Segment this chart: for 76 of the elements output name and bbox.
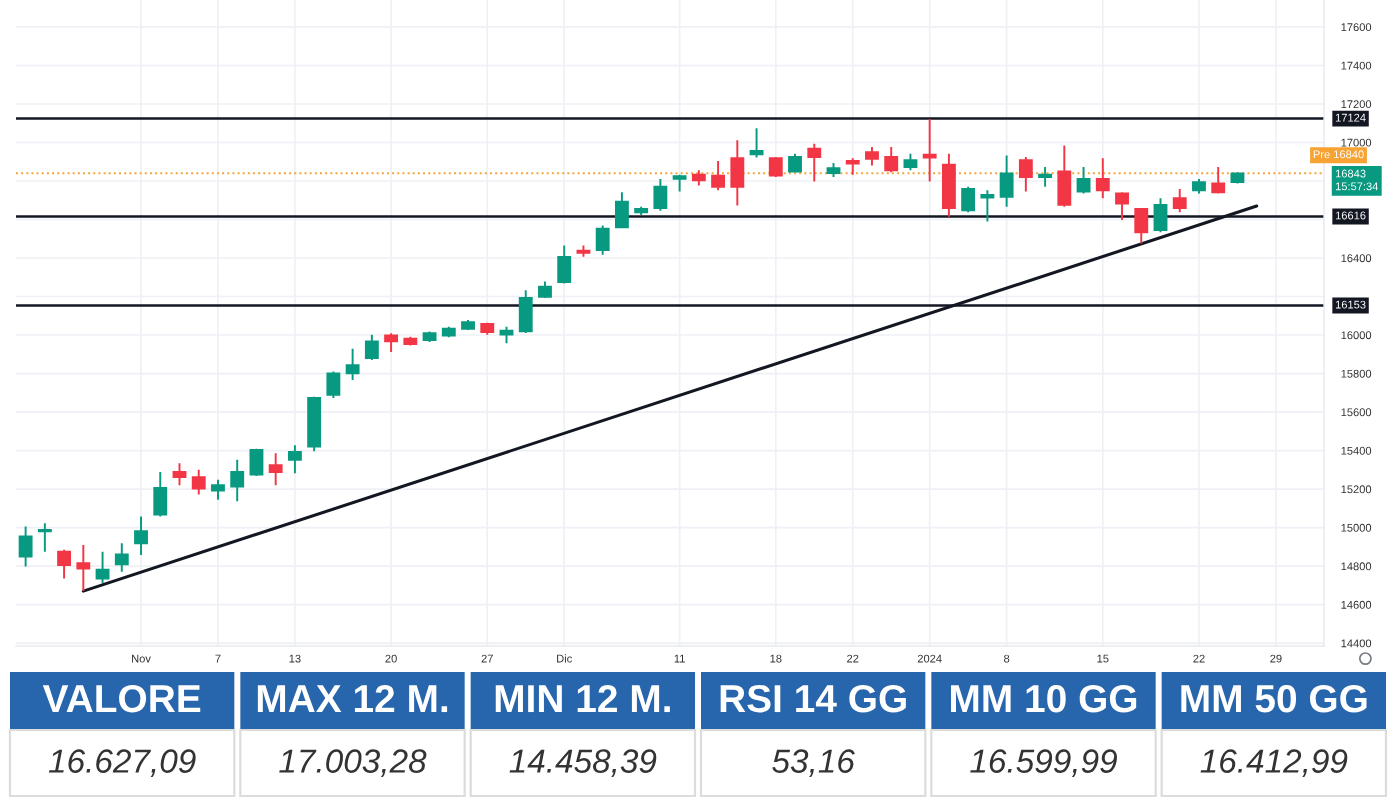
candlestick	[364, 333, 379, 362]
text: 53,16	[772, 749, 855, 777]
candlestick	[326, 370, 341, 399]
candlestick	[999, 154, 1014, 208]
candlestick	[691, 169, 706, 187]
candlestick	[230, 458, 245, 503]
candlestick	[518, 289, 533, 335]
candlestick	[76, 544, 91, 593]
candlestick	[1153, 197, 1168, 234]
candlestick	[422, 330, 437, 343]
candlestick	[557, 244, 572, 285]
candlestick	[57, 548, 72, 580]
candlestick	[95, 550, 110, 585]
text: 16.412,99	[1200, 749, 1348, 777]
candlestick	[922, 118, 937, 183]
candlestick	[749, 127, 764, 159]
candlestick	[941, 152, 956, 218]
candlestick	[595, 224, 610, 256]
category-label: MM 10 GG	[951, 684, 1137, 713]
category-label: MIN 12 M.	[495, 684, 670, 713]
candlestick	[1057, 144, 1072, 208]
candlestick	[730, 139, 745, 207]
candlestick	[576, 244, 591, 258]
candlestick	[18, 525, 33, 568]
candlestick	[845, 157, 860, 176]
candlestick	[249, 447, 264, 477]
candlestick	[1038, 165, 1053, 188]
candlestick	[788, 152, 802, 174]
candlestick	[1192, 177, 1206, 195]
candlestick	[634, 205, 649, 216]
candlestick	[884, 145, 899, 174]
category-label: RSI 14 GG	[720, 684, 906, 713]
candlestick	[903, 152, 918, 172]
candlestick	[114, 542, 129, 573]
candlestick	[268, 452, 283, 487]
category-label: MM 50 GG	[1181, 684, 1367, 713]
candlestick	[480, 321, 495, 336]
candlestick	[865, 145, 879, 167]
candlestick	[1018, 155, 1033, 193]
candlestick	[441, 325, 456, 339]
candlestick	[403, 335, 418, 347]
candlestick	[826, 161, 841, 178]
candlestick	[711, 160, 726, 192]
candlestick	[1211, 165, 1226, 195]
candlestick	[1134, 207, 1149, 245]
text: 14.458,39	[509, 749, 657, 777]
candlestick	[191, 468, 206, 496]
candlestick	[980, 189, 995, 223]
candlestick	[307, 395, 322, 453]
candlestick	[1172, 187, 1187, 214]
candlestick	[37, 522, 52, 553]
category-label: MAX 12 M.	[257, 684, 448, 713]
text: 16.599,99	[970, 749, 1117, 777]
candlestick	[461, 319, 475, 331]
candlestick	[768, 155, 783, 178]
candlestick	[1076, 165, 1091, 195]
candlestick	[153, 470, 168, 518]
candlestick	[614, 191, 629, 230]
text: 17.003,28	[279, 749, 427, 777]
candlestick	[211, 478, 225, 501]
candlestick	[961, 185, 976, 214]
category-label: VALORE	[42, 684, 201, 713]
candlestick	[287, 444, 302, 475]
candlestick	[1095, 157, 1110, 200]
candlestick	[807, 142, 822, 183]
candlestick	[134, 515, 148, 557]
candlestick	[653, 177, 668, 212]
candlestick	[538, 280, 552, 300]
candlestick	[1230, 171, 1245, 185]
candlestick	[672, 173, 687, 193]
candlestick	[384, 332, 399, 353]
text: 16.627,09	[48, 749, 196, 777]
candlestick	[499, 325, 514, 345]
candlestick	[1115, 191, 1129, 222]
candlestick	[172, 462, 187, 487]
candlestick	[345, 347, 360, 381]
